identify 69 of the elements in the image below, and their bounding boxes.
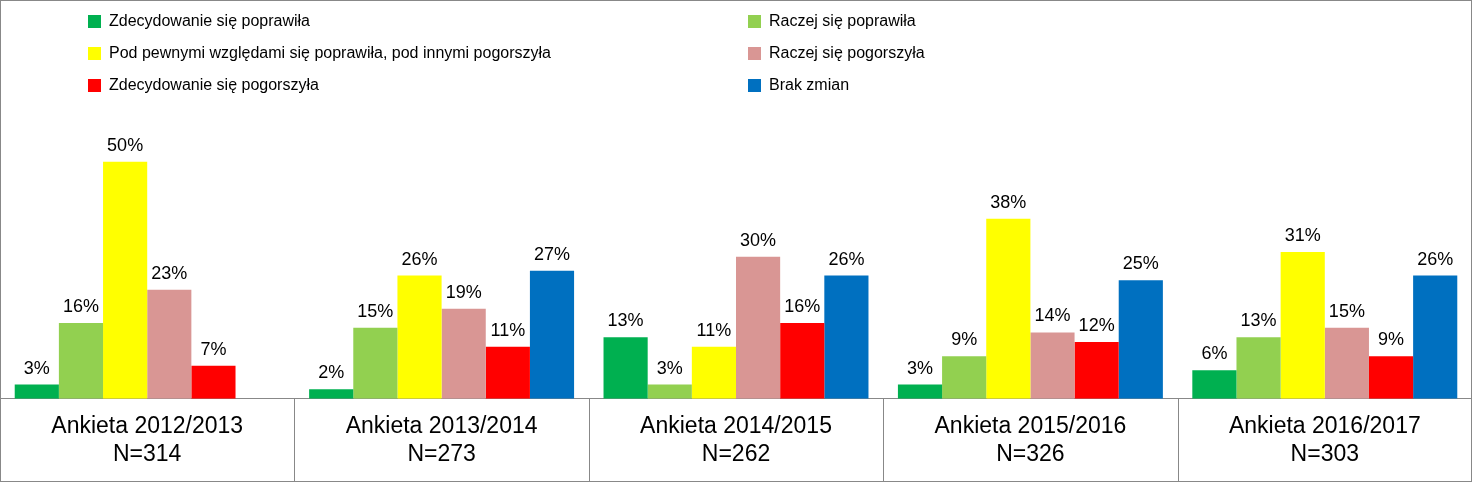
- x-tick-label: Ankieta 2016/2017 N=303: [1228, 411, 1421, 466]
- bar: [441, 308, 486, 399]
- bar: [1192, 370, 1237, 399]
- data-label: 30%: [740, 229, 777, 250]
- data-label: 3%: [23, 357, 50, 378]
- data-label: 2%: [318, 362, 345, 383]
- data-label: 7%: [200, 338, 227, 359]
- data-label: 16%: [784, 295, 821, 316]
- x-tick-label: Ankieta 2013/2014 N=273: [345, 411, 538, 466]
- bar: [529, 270, 575, 399]
- bar: [824, 275, 869, 399]
- bar: [485, 346, 530, 399]
- bar: [309, 389, 354, 399]
- data-label: 25%: [1122, 253, 1159, 274]
- data-label: 26%: [828, 248, 865, 269]
- bar: [191, 365, 236, 399]
- bar: [14, 384, 59, 399]
- data-label: 9%: [1378, 329, 1405, 350]
- data-label: 11%: [490, 319, 526, 340]
- bar: [603, 337, 648, 399]
- data-label: 26%: [1417, 248, 1454, 269]
- bar: [1324, 327, 1369, 399]
- legend-label: Raczej się pogorszyła: [769, 44, 925, 62]
- bar: [58, 322, 104, 399]
- data-label: 15%: [357, 300, 394, 321]
- data-label: 31%: [1284, 224, 1321, 245]
- data-label: 3%: [656, 357, 683, 378]
- data-label: 27%: [533, 243, 571, 264]
- bar: [647, 384, 692, 399]
- bar: [780, 322, 825, 399]
- data-label: 6%: [1201, 343, 1228, 364]
- bar: [986, 218, 1031, 399]
- x-tick-label: Ankieta 2014/2015 N=262: [640, 411, 832, 466]
- bar: [397, 275, 442, 399]
- data-label: 13%: [607, 310, 644, 331]
- bar: [1368, 356, 1414, 399]
- bar: [1074, 341, 1119, 399]
- bar: [1413, 275, 1458, 399]
- bar: [103, 161, 148, 399]
- data-label: 11%: [696, 319, 732, 340]
- data-label: 16%: [62, 295, 99, 316]
- bar: [147, 289, 192, 399]
- data-label: 13%: [1240, 310, 1277, 331]
- x-tick-label: Ankieta 2015/2016 N=326: [934, 411, 1127, 466]
- legend-label: Zdecydowanie się poprawiła: [109, 12, 310, 30]
- bar: [1118, 280, 1163, 399]
- data-label: 26%: [401, 248, 438, 269]
- bar: [897, 384, 943, 399]
- bar: [942, 356, 987, 399]
- x-tick-label: Ankieta 2012/2013 N=314: [51, 411, 244, 466]
- legend-label: Raczej się poprawiła: [769, 12, 916, 30]
- bar: [1236, 337, 1281, 399]
- bar: [1280, 251, 1325, 399]
- data-label: 19%: [445, 281, 482, 302]
- legend-label: Pod pewnymi względami się poprawiła, pod innymi pogorszyła: [109, 44, 551, 62]
- data-label: 23%: [151, 262, 188, 283]
- legend-label: Brak zmian: [769, 76, 850, 94]
- data-label: 38%: [990, 191, 1027, 212]
- data-label: 50%: [107, 134, 144, 155]
- data-label: 15%: [1328, 300, 1365, 321]
- data-label: 9%: [951, 329, 978, 350]
- data-label: 14%: [1034, 305, 1071, 326]
- bar: [691, 346, 736, 399]
- bar: [736, 256, 781, 399]
- bar: [1030, 332, 1075, 399]
- data-label: 3%: [906, 357, 934, 378]
- legend-label: Zdecydowanie się pogorszyła: [109, 76, 319, 94]
- data-label: 12%: [1078, 314, 1115, 335]
- bar: [353, 327, 398, 399]
